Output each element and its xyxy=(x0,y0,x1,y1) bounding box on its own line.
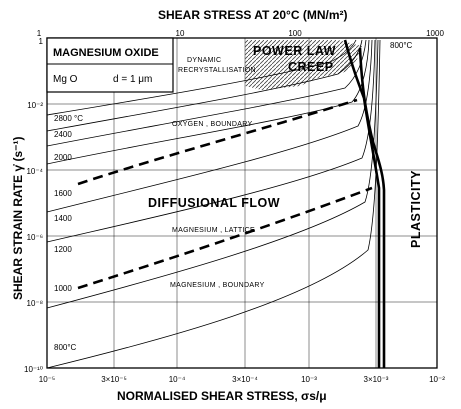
left-tick-1e-6: 10⁻⁶ xyxy=(27,233,43,242)
mechanism-boundaries xyxy=(77,98,373,290)
plasticity-boundary xyxy=(343,39,386,368)
top-axis-title: SHEAR STRESS AT 20°C (MN/m²) xyxy=(158,8,347,22)
material-name: MAGNESIUM OXIDE xyxy=(53,47,159,59)
temp-label-1600: 1600 xyxy=(54,189,72,198)
bottom-tick-1e-5: 10⁻⁵ xyxy=(39,375,55,384)
label-oxygen-boundary: OXYGEN , BOUNDARY xyxy=(172,121,252,128)
temp-label-1200: 1200 xyxy=(54,245,72,254)
label-magnesium-boundary: MAGNESIUM , BOUNDARY xyxy=(170,282,265,289)
left-tick-1e-2: 10⁻² xyxy=(27,101,43,110)
magnesium-lattice-boundary-line xyxy=(77,186,373,290)
top-tick-100: 100 xyxy=(288,29,302,38)
label-power-law: POWER LAW xyxy=(253,44,336,58)
left-tick-1e-8: 10⁻⁸ xyxy=(27,299,44,308)
bottom-tick-1e-2: 10⁻² xyxy=(429,375,445,384)
top-tick-1000: 1000 xyxy=(426,29,444,38)
left-tick-1e-4: 10⁻⁴ xyxy=(26,167,43,176)
bottom-axis-title: NORMALISED SHEAR STRESS, σs/μ xyxy=(117,389,327,403)
temp-label-2000: 2000 xyxy=(54,153,72,162)
temp-label-800-top: 800°C xyxy=(390,41,413,50)
label-dynamic: DYNAMIC xyxy=(187,57,221,64)
temp-label-2400: 2400 xyxy=(54,130,72,139)
top-tick-1: 1 xyxy=(37,29,42,38)
plot-frame xyxy=(46,37,438,369)
material-legend: MAGNESIUM OXIDE Mg O d = 1 μm xyxy=(46,37,174,93)
bottom-tick-1e-3: 10⁻³ xyxy=(301,375,317,384)
left-axis-title: SHEAR STRAIN RATE γ̇ (s⁻¹) xyxy=(11,137,25,300)
label-recrystallisation: RECRYSTALLISATION xyxy=(178,67,256,74)
bottom-tick-3e-4: 3×10⁻⁴ xyxy=(232,375,258,384)
left-tick-1: 1 xyxy=(39,37,44,46)
dynamic-recrystallisation-region xyxy=(245,40,362,90)
left-tick-1e-10: 10⁻¹⁰ xyxy=(24,365,43,374)
label-plasticity: PLASTICITY xyxy=(409,170,423,248)
temp-label-2800: 2800 °C xyxy=(54,114,83,123)
top-tick-10: 10 xyxy=(176,29,185,38)
temp-label-1400: 1400 xyxy=(54,214,72,223)
label-magnesium-lattice: MAGNESIUM , LATTICE xyxy=(172,227,255,234)
label-creep: CREEP xyxy=(288,60,334,74)
label-diffusional-flow: DIFFUSIONAL FLOW xyxy=(148,196,280,210)
bottom-tick-3e-5: 3×10⁻⁵ xyxy=(101,375,127,384)
material-formula: Mg O xyxy=(53,74,78,85)
temp-label-800-bottom: 800°C xyxy=(54,343,77,352)
grain-size: d = 1 μm xyxy=(113,74,152,85)
bottom-tick-3e-3: 3×10⁻³ xyxy=(364,375,389,384)
temp-label-1000: 1000 xyxy=(54,284,72,293)
oxygen-boundary-line xyxy=(77,98,358,186)
bottom-tick-1e-4: 10⁻⁴ xyxy=(169,375,186,384)
